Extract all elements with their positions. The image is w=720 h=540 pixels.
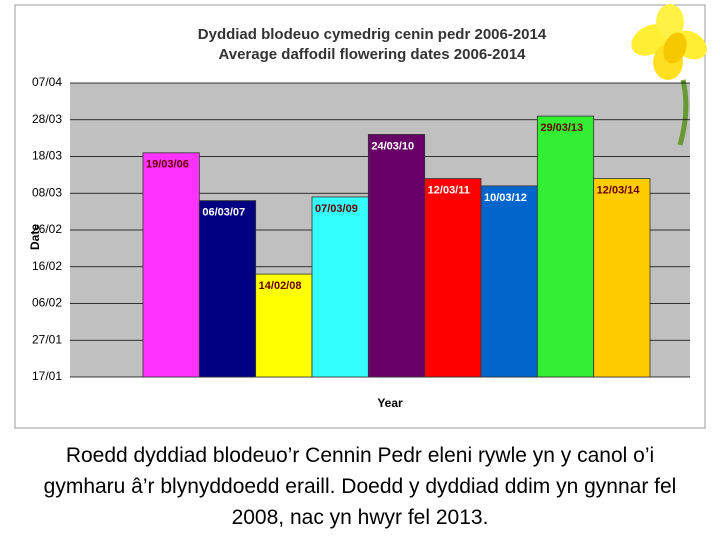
value-label: 12/03/14 xyxy=(597,184,641,196)
bar xyxy=(255,273,313,378)
y-axis-label: Date xyxy=(28,224,42,250)
y-tick-label: 16/02 xyxy=(32,259,62,273)
chart-title: Dyddiad blodeuo cymedrig cenin pedr 2006… xyxy=(198,26,547,43)
y-tick-label: 08/03 xyxy=(32,185,62,199)
value-label: 12/03/11 xyxy=(428,184,470,196)
y-tick-label: 17/01 xyxy=(32,369,62,383)
bar xyxy=(424,178,482,378)
bar xyxy=(311,196,369,378)
x-axis-label: Year xyxy=(377,396,403,410)
y-tick-label: 27/01 xyxy=(32,332,62,346)
chart: Dyddiad blodeuo cymedrig cenin pedr 2006… xyxy=(14,4,707,429)
daffodil xyxy=(631,4,707,146)
caption: Roedd dyddiad blodeuo’r Cennin Pedr elen… xyxy=(43,444,677,529)
y-tick-label: 07/04 xyxy=(32,75,62,89)
y-tick-label: 18/03 xyxy=(32,149,62,163)
value-label: 24/03/10 xyxy=(371,140,414,152)
y-tick-label: 26/02 xyxy=(32,222,62,236)
value-label: 29/03/13 xyxy=(540,122,583,134)
value-label: 19/03/06 xyxy=(146,159,189,171)
bar xyxy=(367,134,426,378)
bar xyxy=(198,200,257,378)
bar xyxy=(536,115,595,378)
value-label: 10/03/12 xyxy=(484,192,527,204)
bar xyxy=(593,178,651,378)
y-tick-label: 06/02 xyxy=(32,296,62,310)
bar xyxy=(480,185,538,378)
value-label: 14/02/08 xyxy=(259,280,302,292)
value-label: 06/03/07 xyxy=(202,207,245,219)
bar xyxy=(142,152,200,378)
y-tick-label: 28/03 xyxy=(32,112,62,126)
chart-subtitle: Average daffodil flowering dates 2006-20… xyxy=(218,46,526,63)
value-label: 07/03/09 xyxy=(315,203,358,215)
